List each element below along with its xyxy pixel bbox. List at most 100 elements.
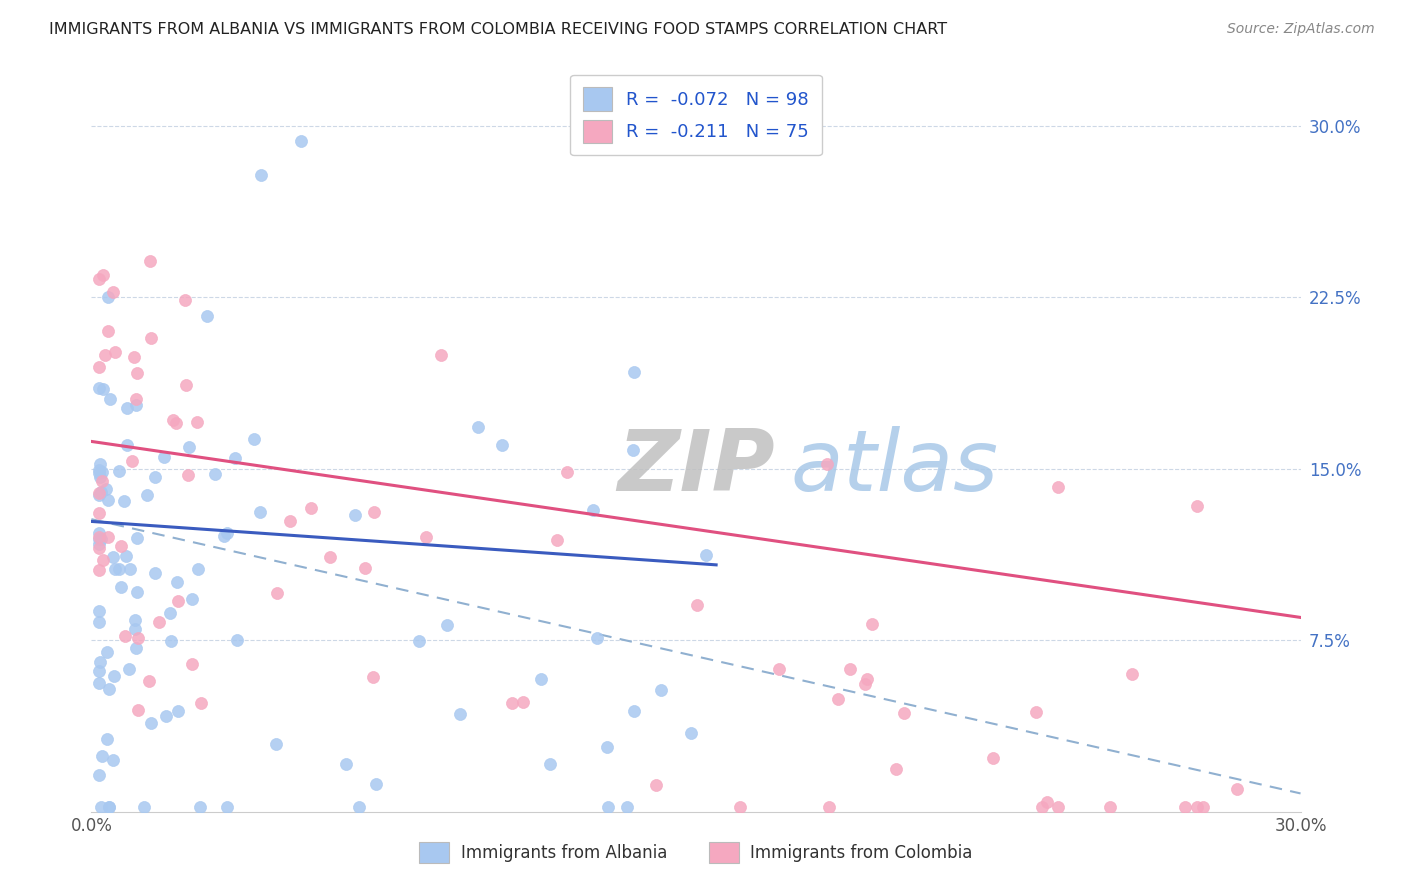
Point (91, 465, 114, 479)
Point (89, 675, 111, 690)
Point (555, 465, 578, 479)
Text: ZIP: ZIP (617, 426, 775, 509)
Point (89, 506, 111, 520)
Point (89, 615, 111, 630)
Point (981, 751, 1004, 765)
Point (249, 505, 271, 519)
Point (827, 691, 849, 706)
Point (114, 629, 136, 643)
Point (180, 591, 202, 606)
Point (361, 670, 384, 684)
Point (97, 682, 120, 697)
Point (89, 486, 111, 500)
Point (124, 641, 146, 656)
Point (264, 737, 287, 751)
Legend: Immigrants from Albania, Immigrants from Colombia: Immigrants from Albania, Immigrants from… (412, 836, 980, 869)
Point (103, 669, 125, 683)
Point (695, 548, 717, 562)
Point (893, 706, 915, 720)
Point (177, 440, 200, 454)
Point (215, 800, 238, 814)
Point (127, 631, 149, 645)
Point (1036, 795, 1059, 809)
Point (103, 285, 125, 300)
Point (860, 617, 883, 632)
Point (204, 467, 226, 482)
Point (127, 367, 149, 381)
Point (1031, 800, 1053, 814)
Point (125, 392, 148, 407)
Point (187, 562, 209, 576)
Point (215, 526, 238, 541)
Point (1046, 800, 1069, 814)
Point (408, 633, 430, 648)
Point (596, 800, 619, 814)
Text: Source: ZipAtlas.com: Source: ZipAtlas.com (1227, 22, 1375, 37)
Point (118, 561, 141, 575)
Point (650, 682, 672, 697)
Point (681, 726, 703, 740)
Point (90, 474, 112, 488)
Point (1226, 781, 1249, 796)
Point (1099, 800, 1122, 814)
Point (139, 331, 162, 345)
Point (856, 672, 879, 686)
Point (89, 533, 111, 547)
Point (226, 633, 249, 648)
Point (104, 345, 127, 359)
Point (139, 716, 162, 731)
Point (278, 514, 301, 528)
Point (89, 488, 111, 502)
Point (94, 482, 117, 496)
Point (190, 696, 212, 710)
Point (155, 708, 177, 723)
Point (104, 562, 127, 576)
Point (89, 272, 111, 286)
Point (96, 731, 118, 746)
Point (1046, 480, 1069, 494)
Point (98, 800, 121, 814)
Point (364, 777, 387, 791)
Point (586, 631, 609, 645)
Point (89, 360, 111, 375)
Point (96, 645, 118, 659)
Point (250, 169, 273, 183)
Point (148, 615, 170, 629)
Point (623, 442, 645, 457)
Point (97, 800, 120, 814)
Point (97, 324, 120, 338)
Point (159, 607, 181, 621)
Point (415, 530, 437, 544)
Point (139, 253, 162, 268)
Point (436, 618, 458, 632)
Point (491, 438, 513, 452)
Point (97, 492, 120, 507)
Point (94, 348, 117, 362)
Point (138, 673, 160, 688)
Point (89, 537, 111, 551)
Point (354, 561, 377, 575)
Point (101, 753, 124, 767)
Point (127, 703, 149, 717)
Point (143, 469, 166, 483)
Point (1192, 800, 1215, 814)
Point (730, 800, 752, 814)
Point (108, 562, 131, 576)
Point (89, 457, 111, 471)
Point (89, 664, 111, 678)
Point (107, 464, 129, 478)
Point (132, 800, 155, 814)
Point (93, 553, 115, 567)
Point (243, 433, 266, 447)
Point (97, 530, 120, 544)
Point (122, 350, 145, 364)
Point (501, 697, 523, 711)
Point (645, 778, 668, 792)
Point (97, 290, 120, 304)
Point (91, 749, 114, 764)
Point (299, 500, 322, 515)
Point (90, 800, 112, 814)
Point (114, 493, 136, 508)
Point (538, 757, 561, 772)
Point (616, 800, 638, 814)
